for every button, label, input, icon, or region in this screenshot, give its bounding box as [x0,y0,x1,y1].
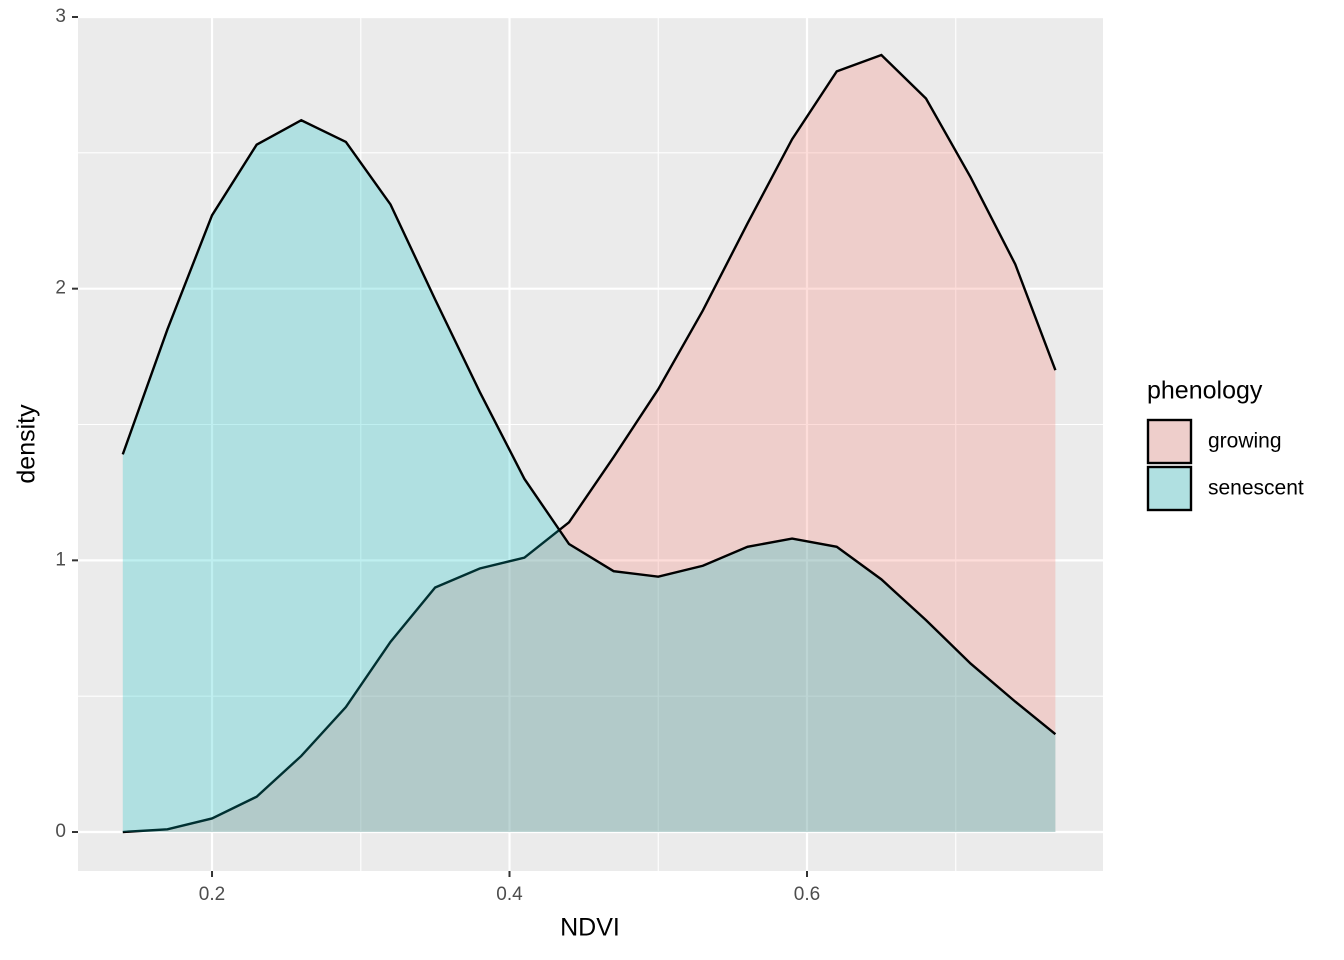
x-tick-label: 0.4 [496,884,523,905]
y-tick-label: 2 [55,278,66,299]
x-tick-label: 0.2 [199,884,225,905]
grid [78,15,1103,871]
density-line [122,53,1057,834]
y-tick-label: 1 [55,549,66,570]
legend-key [1146,418,1193,465]
panel-background [78,17,1103,871]
legend-title: phenology [1147,377,1263,405]
x-tick-label: 0.6 [794,884,820,905]
y-tick-label: 3 [55,6,66,27]
density-area [122,120,1056,833]
legend-key-bg [1148,467,1191,510]
x-axis-title: NDVI [560,914,620,942]
legend-key [1146,465,1193,512]
legend-label: senescent [1208,477,1304,500]
marks [121,53,1057,834]
legend-key-bg [1148,420,1191,463]
density-area [122,55,1056,833]
y-axis-title: density [13,404,41,484]
y-tick-label: 0 [55,821,66,842]
legend-label: growing [1208,430,1282,453]
density-line [121,118,1057,736]
